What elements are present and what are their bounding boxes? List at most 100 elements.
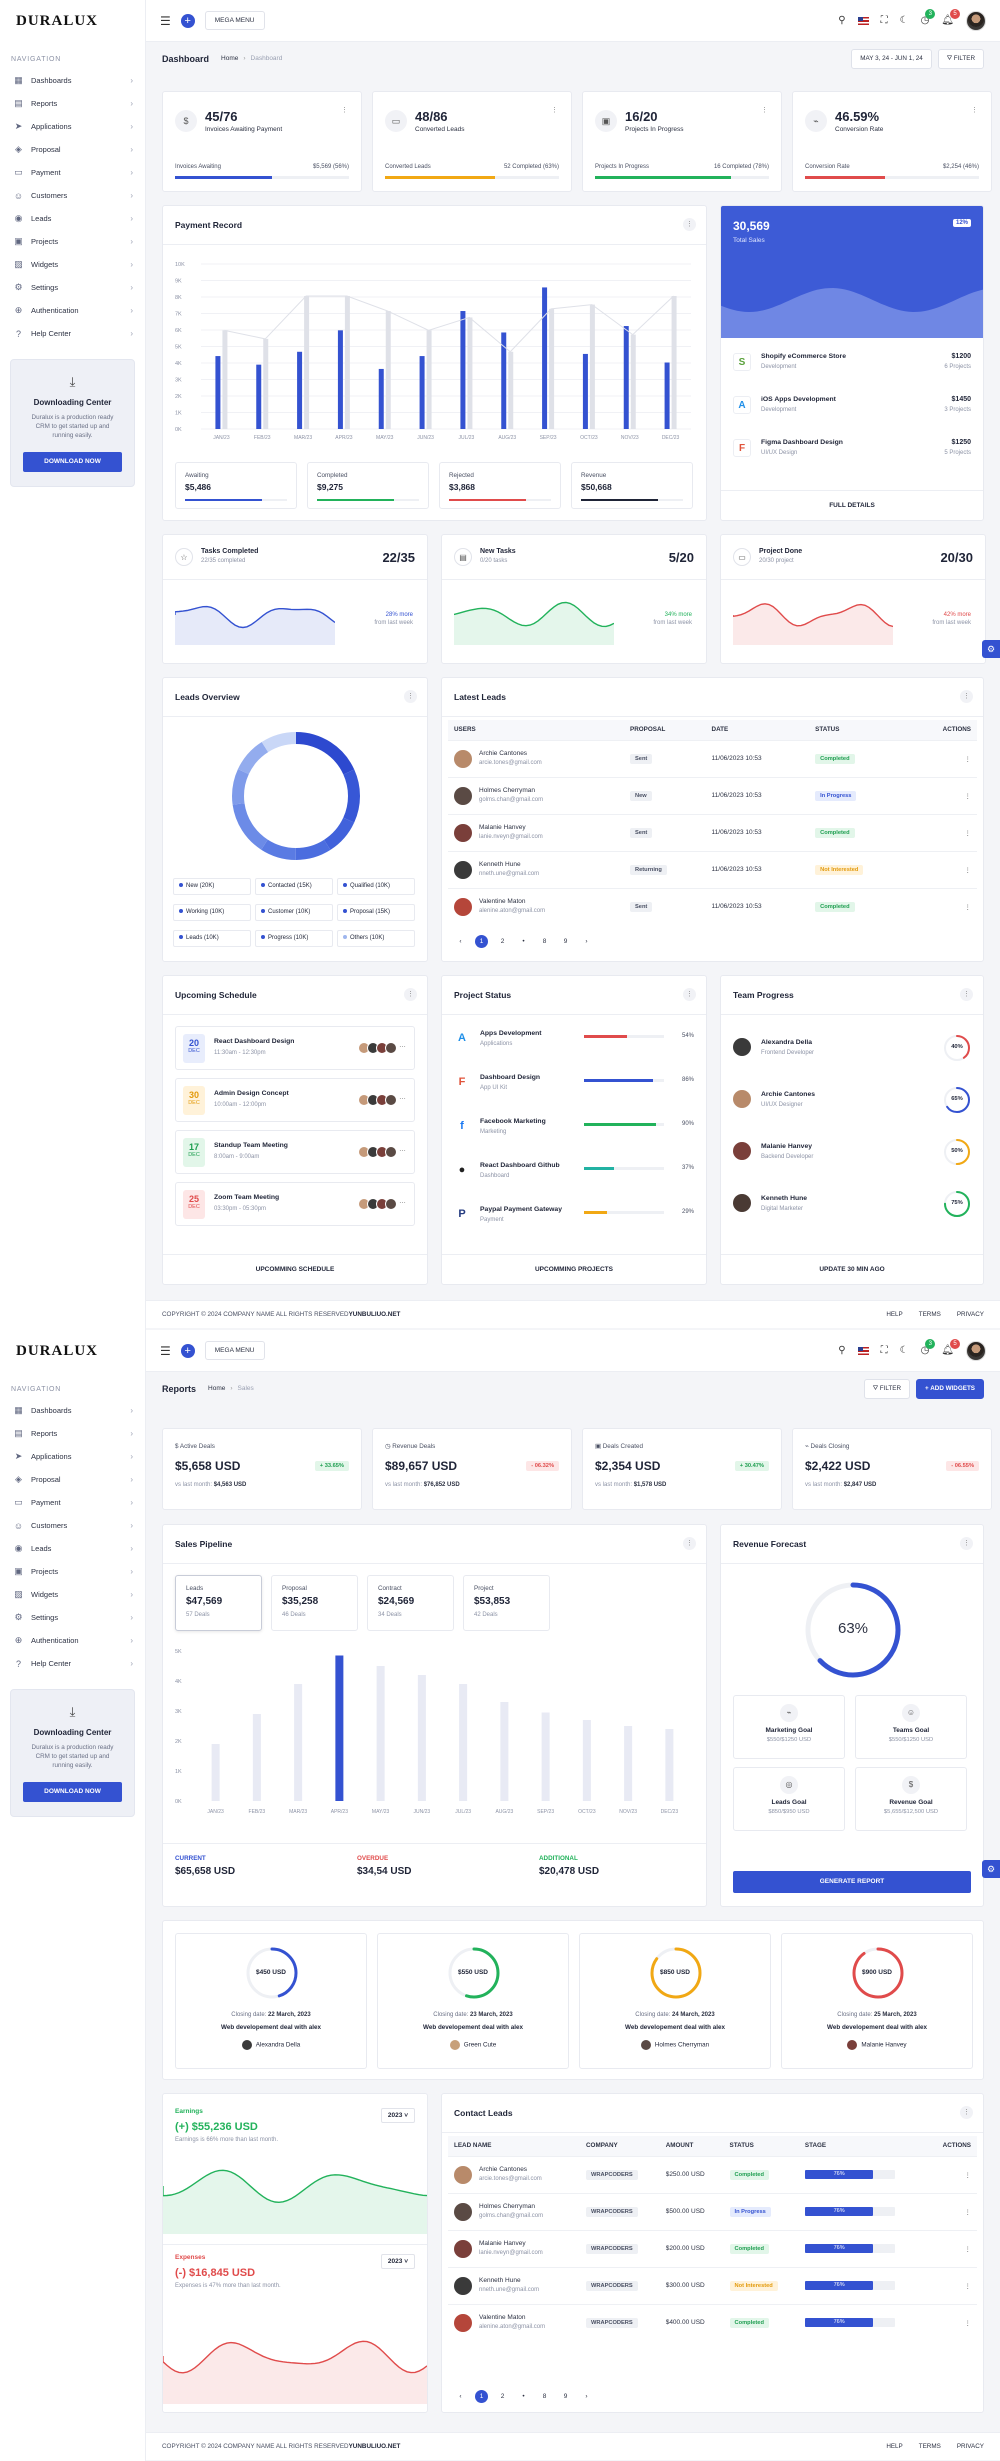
filter-button[interactable]: ⛛ FILTER xyxy=(863,1378,911,1399)
sidebar-item-help-center[interactable]: ? Help Center › xyxy=(0,322,145,345)
sidebar-item-customers[interactable]: ☺ Customers › xyxy=(0,1514,145,1537)
menu-toggle-icon[interactable]: ☰ xyxy=(160,1343,171,1358)
copyright-brand[interactable]: YUNBULIUO.NET xyxy=(348,1311,401,1318)
more-icon[interactable]: ⋮ xyxy=(960,690,973,703)
dark-mode-icon[interactable]: ☾ xyxy=(899,1345,909,1356)
user-avatar[interactable] xyxy=(966,1340,986,1361)
deal-item[interactable]: $850 USD Closing date: 24 March, 2023 We… xyxy=(579,1933,771,2069)
row-actions-icon[interactable]: ⋮ xyxy=(909,887,977,925)
copyright-brand[interactable]: YUNBULIUO.NET xyxy=(348,2443,401,2450)
table-row[interactable]: Valentine Maton alenine.aton@gmail.com Sen… xyxy=(448,887,977,925)
row-actions-icon[interactable]: ⋮ xyxy=(926,2155,977,2193)
sidebar-item-settings[interactable]: ⚙ Settings › xyxy=(0,1606,145,1629)
mega-menu-button[interactable]: MEGA MENU xyxy=(204,11,265,30)
project-item[interactable]: A Apps Development Applications 54% xyxy=(454,1028,694,1058)
more-icon[interactable]: ⋮ xyxy=(971,107,978,114)
sidebar-item-reports[interactable]: ▤ Reports › xyxy=(0,1422,145,1445)
footer-link-help[interactable]: HELP xyxy=(886,2443,903,2450)
page-button[interactable]: › xyxy=(585,2393,588,2400)
add-icon[interactable]: + xyxy=(180,1343,195,1358)
sidebar-item-authentication[interactable]: ⊕ Authentication › xyxy=(0,1629,145,1652)
search-icon[interactable]: ⚲ xyxy=(838,1345,846,1356)
breadcrumb-home[interactable]: Home xyxy=(208,1385,226,1392)
sidebar-item-dashboards[interactable]: ▦ Dashboards › xyxy=(0,69,145,92)
dark-mode-icon[interactable]: ☾ xyxy=(899,15,909,26)
row-actions-icon[interactable]: ⋮ xyxy=(926,2229,977,2267)
team-member[interactable]: Kenneth Hune Digital Marketer 75% xyxy=(733,1190,971,1224)
mega-menu-button[interactable]: MEGA MENU xyxy=(204,1341,265,1360)
sidebar-item-proposal[interactable]: ◈ Proposal › xyxy=(0,138,145,161)
user-avatar[interactable] xyxy=(966,10,986,31)
row-actions-icon[interactable]: ⋮ xyxy=(926,2192,977,2230)
page-button[interactable]: • xyxy=(522,2393,525,2400)
project-item[interactable]: f Facebook Marketing Marketing 90% xyxy=(454,1116,694,1146)
row-actions-icon[interactable]: ⋮ xyxy=(909,776,977,814)
page-button[interactable]: 1 xyxy=(475,935,488,948)
table-row[interactable]: Holmes Cherryman golms.chan@gmail.com New 1… xyxy=(448,776,977,814)
project-item[interactable]: ● React Dashboard Github Dashboard 37% xyxy=(454,1160,694,1190)
footer-link-terms[interactable]: TERMS xyxy=(918,2443,941,2450)
notification-bell-icon[interactable]: 🔔︎ 5 xyxy=(941,1339,960,1356)
fullscreen-icon[interactable]: ⛶ xyxy=(880,1345,888,1356)
more-icon[interactable]: ⋮ xyxy=(683,988,696,1001)
project-item[interactable]: F Dashboard Design App UI Kit 86% xyxy=(454,1072,694,1102)
expenses-year-select[interactable]: 2023 ˅ xyxy=(380,2254,415,2269)
page-button[interactable]: 9 xyxy=(563,2393,568,2400)
schedule-item[interactable]: 30 DEC Admin Design Concept 10:00am - 12:… xyxy=(175,1078,415,1122)
add-widgets-button[interactable]: + ADD WIDGETS xyxy=(916,1378,984,1399)
row-actions-icon[interactable]: ⋮ xyxy=(926,2266,977,2304)
schedule-item[interactable]: 17 DEC Standup Team Meeting 8:00am - 9:00… xyxy=(175,1130,415,1174)
search-icon[interactable]: ⚲ xyxy=(838,15,846,26)
sidebar-item-authentication[interactable]: ⊕ Authentication › xyxy=(0,299,145,322)
us-flag-icon[interactable] xyxy=(857,16,869,25)
sidebar-item-projects[interactable]: ▣ Projects › xyxy=(0,230,145,253)
team-member[interactable]: Malanie Hanvey Backend Developer 50% xyxy=(733,1138,971,1172)
table-row[interactable]: Valentine Maton alenine.aton@gmail.com WRA… xyxy=(448,2303,977,2341)
sidebar-item-applications[interactable]: ➤ Applications › xyxy=(0,115,145,138)
footer-link-privacy[interactable]: PRIVACY xyxy=(956,2443,984,2450)
table-row[interactable]: Kenneth Hune nneth.une@gmail.com WRAPCODER… xyxy=(448,2266,977,2304)
earnings-year-select[interactable]: 2023 ˅ xyxy=(380,2108,415,2123)
sidebar-item-help-center[interactable]: ? Help Center › xyxy=(0,1652,145,1675)
pipeline-tab-proposal[interactable]: Proposal $35,258 46 Deals xyxy=(271,1575,358,1631)
sales-item[interactable]: A iOS Apps Development Development $1450… xyxy=(733,394,971,430)
fullscreen-icon[interactable]: ⛶ xyxy=(880,15,888,26)
deal-item[interactable]: $450 USD Closing date: 22 March, 2023 We… xyxy=(175,1933,367,2069)
upcoming-projects-button[interactable]: UPCOMMING PROJECTS xyxy=(442,1254,706,1284)
sales-item[interactable]: F Figma Dashboard Design UI/UX Design $1… xyxy=(733,437,971,473)
page-button[interactable]: 8 xyxy=(542,2393,547,2400)
footer-link-privacy[interactable]: PRIVACY xyxy=(956,1311,984,1318)
page-button[interactable]: 9 xyxy=(563,938,568,945)
more-icon[interactable]: ⋮ xyxy=(551,107,558,114)
brand-logo[interactable]: DURALUX xyxy=(16,12,98,29)
sidebar-item-widgets[interactable]: ▨ Widgets › xyxy=(0,253,145,276)
more-icon[interactable]: ⋮ xyxy=(960,1537,973,1550)
pipeline-tab-leads[interactable]: Leads $47,569 57 Deals xyxy=(175,1575,262,1631)
more-icon[interactable]: ⋮ xyxy=(683,218,696,231)
table-row[interactable]: Malanie Hanvey lanie.nveyn@gmail.com WRAPC… xyxy=(448,2229,977,2267)
sales-item[interactable]: S Shopify eCommerce Store Development $1… xyxy=(733,351,971,387)
sidebar-item-payment[interactable]: ▭ Payment › xyxy=(0,161,145,184)
brand-logo[interactable]: DURALUX xyxy=(16,1342,98,1359)
page-button[interactable]: 8 xyxy=(542,938,547,945)
theme-settings-icon[interactable]: ⚙ xyxy=(982,1860,1000,1878)
page-button[interactable]: ‹ xyxy=(459,938,462,945)
row-actions-icon[interactable]: ⋮ xyxy=(926,2303,977,2341)
filter-button[interactable]: ⛛ FILTER xyxy=(937,48,984,69)
upcoming-schedule-button[interactable]: UPCOMMING SCHEDULE xyxy=(163,1254,427,1284)
pipeline-tab-project[interactable]: Project $53,853 42 Deals xyxy=(463,1575,550,1631)
deal-item[interactable]: $550 USD Closing date: 23 March, 2023 We… xyxy=(377,1933,569,2069)
table-row[interactable]: Kenneth Hune nneth.une@gmail.com Returning… xyxy=(448,850,977,888)
row-actions-icon[interactable]: ⋮ xyxy=(909,813,977,851)
more-icon[interactable]: ⋮ xyxy=(960,2106,973,2119)
sidebar-item-leads[interactable]: ◉ Leads › xyxy=(0,207,145,230)
timer-icon[interactable]: ◷ 3 xyxy=(921,9,936,26)
more-icon[interactable]: ⋮ xyxy=(404,988,417,1001)
generate-report-button[interactable]: GENERATE REPORT xyxy=(733,1871,971,1893)
pipeline-tab-contract[interactable]: Contract $24,569 34 Deals xyxy=(367,1575,454,1631)
notification-bell-icon[interactable]: 🔔︎ 5 xyxy=(941,9,960,26)
sidebar-item-dashboards[interactable]: ▦ Dashboards › xyxy=(0,1399,145,1422)
sidebar-item-customers[interactable]: ☺ Customers › xyxy=(0,184,145,207)
menu-toggle-icon[interactable]: ☰ xyxy=(160,13,171,28)
table-row[interactable]: Malanie Hanvey lanie.nveyn@gmail.com Sent 1… xyxy=(448,813,977,851)
